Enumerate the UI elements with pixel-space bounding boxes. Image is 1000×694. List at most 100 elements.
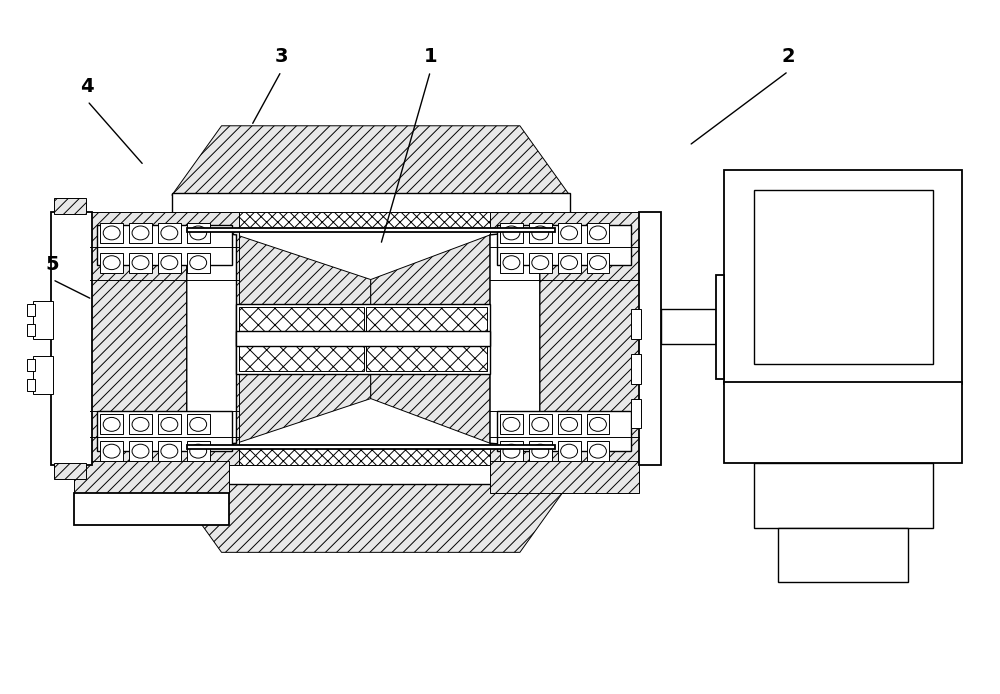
Bar: [33, 356, 53, 393]
Bar: [631, 354, 641, 384]
Ellipse shape: [103, 444, 120, 458]
Bar: [158, 441, 181, 461]
Bar: [661, 310, 716, 344]
Bar: [778, 527, 908, 582]
Bar: [754, 190, 933, 364]
Ellipse shape: [503, 226, 520, 240]
Bar: [129, 253, 152, 273]
Bar: [187, 253, 210, 273]
Ellipse shape: [132, 444, 149, 458]
Bar: [51, 212, 92, 465]
Bar: [187, 414, 210, 434]
Bar: [27, 305, 35, 316]
Text: 2: 2: [782, 47, 795, 66]
Bar: [74, 461, 229, 493]
Ellipse shape: [561, 255, 578, 270]
Bar: [500, 223, 523, 243]
Text: 5: 5: [46, 255, 59, 274]
Bar: [587, 441, 609, 461]
Bar: [529, 441, 552, 461]
Bar: [529, 223, 552, 243]
Bar: [100, 253, 123, 273]
Bar: [500, 414, 523, 434]
Bar: [54, 463, 86, 479]
Ellipse shape: [161, 444, 178, 458]
Bar: [187, 441, 210, 461]
Bar: [558, 223, 581, 243]
Bar: [587, 253, 609, 273]
Bar: [500, 441, 523, 461]
Bar: [97, 225, 232, 264]
Bar: [172, 193, 570, 213]
Bar: [236, 305, 490, 374]
Ellipse shape: [190, 417, 207, 431]
Bar: [129, 414, 152, 434]
Ellipse shape: [161, 417, 178, 431]
Bar: [587, 414, 609, 434]
Bar: [724, 382, 962, 463]
Bar: [236, 331, 490, 346]
Bar: [239, 307, 364, 371]
Bar: [158, 253, 181, 273]
Ellipse shape: [132, 255, 149, 270]
Text: 1: 1: [424, 47, 437, 66]
Bar: [558, 253, 581, 273]
Bar: [187, 446, 555, 449]
Ellipse shape: [532, 255, 549, 270]
Ellipse shape: [190, 226, 207, 240]
Bar: [631, 398, 641, 428]
Bar: [187, 212, 555, 230]
Ellipse shape: [590, 417, 606, 431]
Text: 4: 4: [80, 76, 94, 96]
Bar: [490, 212, 639, 465]
Bar: [172, 464, 570, 484]
Bar: [158, 414, 181, 434]
Ellipse shape: [590, 255, 606, 270]
Bar: [27, 379, 35, 391]
Bar: [129, 223, 152, 243]
Polygon shape: [490, 230, 540, 447]
Ellipse shape: [132, 417, 149, 431]
Ellipse shape: [103, 417, 120, 431]
Ellipse shape: [161, 226, 178, 240]
Bar: [366, 307, 487, 371]
Bar: [529, 414, 552, 434]
Bar: [631, 310, 641, 339]
Bar: [490, 461, 639, 493]
Bar: [558, 441, 581, 461]
Bar: [100, 441, 123, 461]
Ellipse shape: [561, 444, 578, 458]
Ellipse shape: [161, 255, 178, 270]
Bar: [558, 414, 581, 434]
Bar: [129, 441, 152, 461]
Ellipse shape: [503, 417, 520, 431]
Bar: [497, 412, 631, 451]
Ellipse shape: [590, 444, 606, 458]
Bar: [500, 253, 523, 273]
Ellipse shape: [503, 255, 520, 270]
Polygon shape: [172, 213, 236, 465]
Bar: [97, 412, 232, 451]
Bar: [100, 223, 123, 243]
Ellipse shape: [503, 444, 520, 458]
Ellipse shape: [532, 226, 549, 240]
Bar: [33, 301, 53, 339]
Polygon shape: [172, 126, 570, 195]
Polygon shape: [172, 483, 570, 552]
Bar: [724, 171, 962, 384]
Bar: [716, 275, 724, 379]
Bar: [27, 359, 35, 371]
Text: 3: 3: [274, 47, 288, 66]
Ellipse shape: [532, 444, 549, 458]
Bar: [187, 228, 555, 232]
Ellipse shape: [561, 226, 578, 240]
Polygon shape: [371, 235, 490, 443]
Ellipse shape: [190, 255, 207, 270]
Polygon shape: [187, 230, 236, 447]
Ellipse shape: [132, 226, 149, 240]
Ellipse shape: [103, 255, 120, 270]
Bar: [497, 225, 631, 264]
Bar: [90, 212, 239, 465]
Bar: [639, 212, 661, 465]
Bar: [74, 493, 229, 525]
